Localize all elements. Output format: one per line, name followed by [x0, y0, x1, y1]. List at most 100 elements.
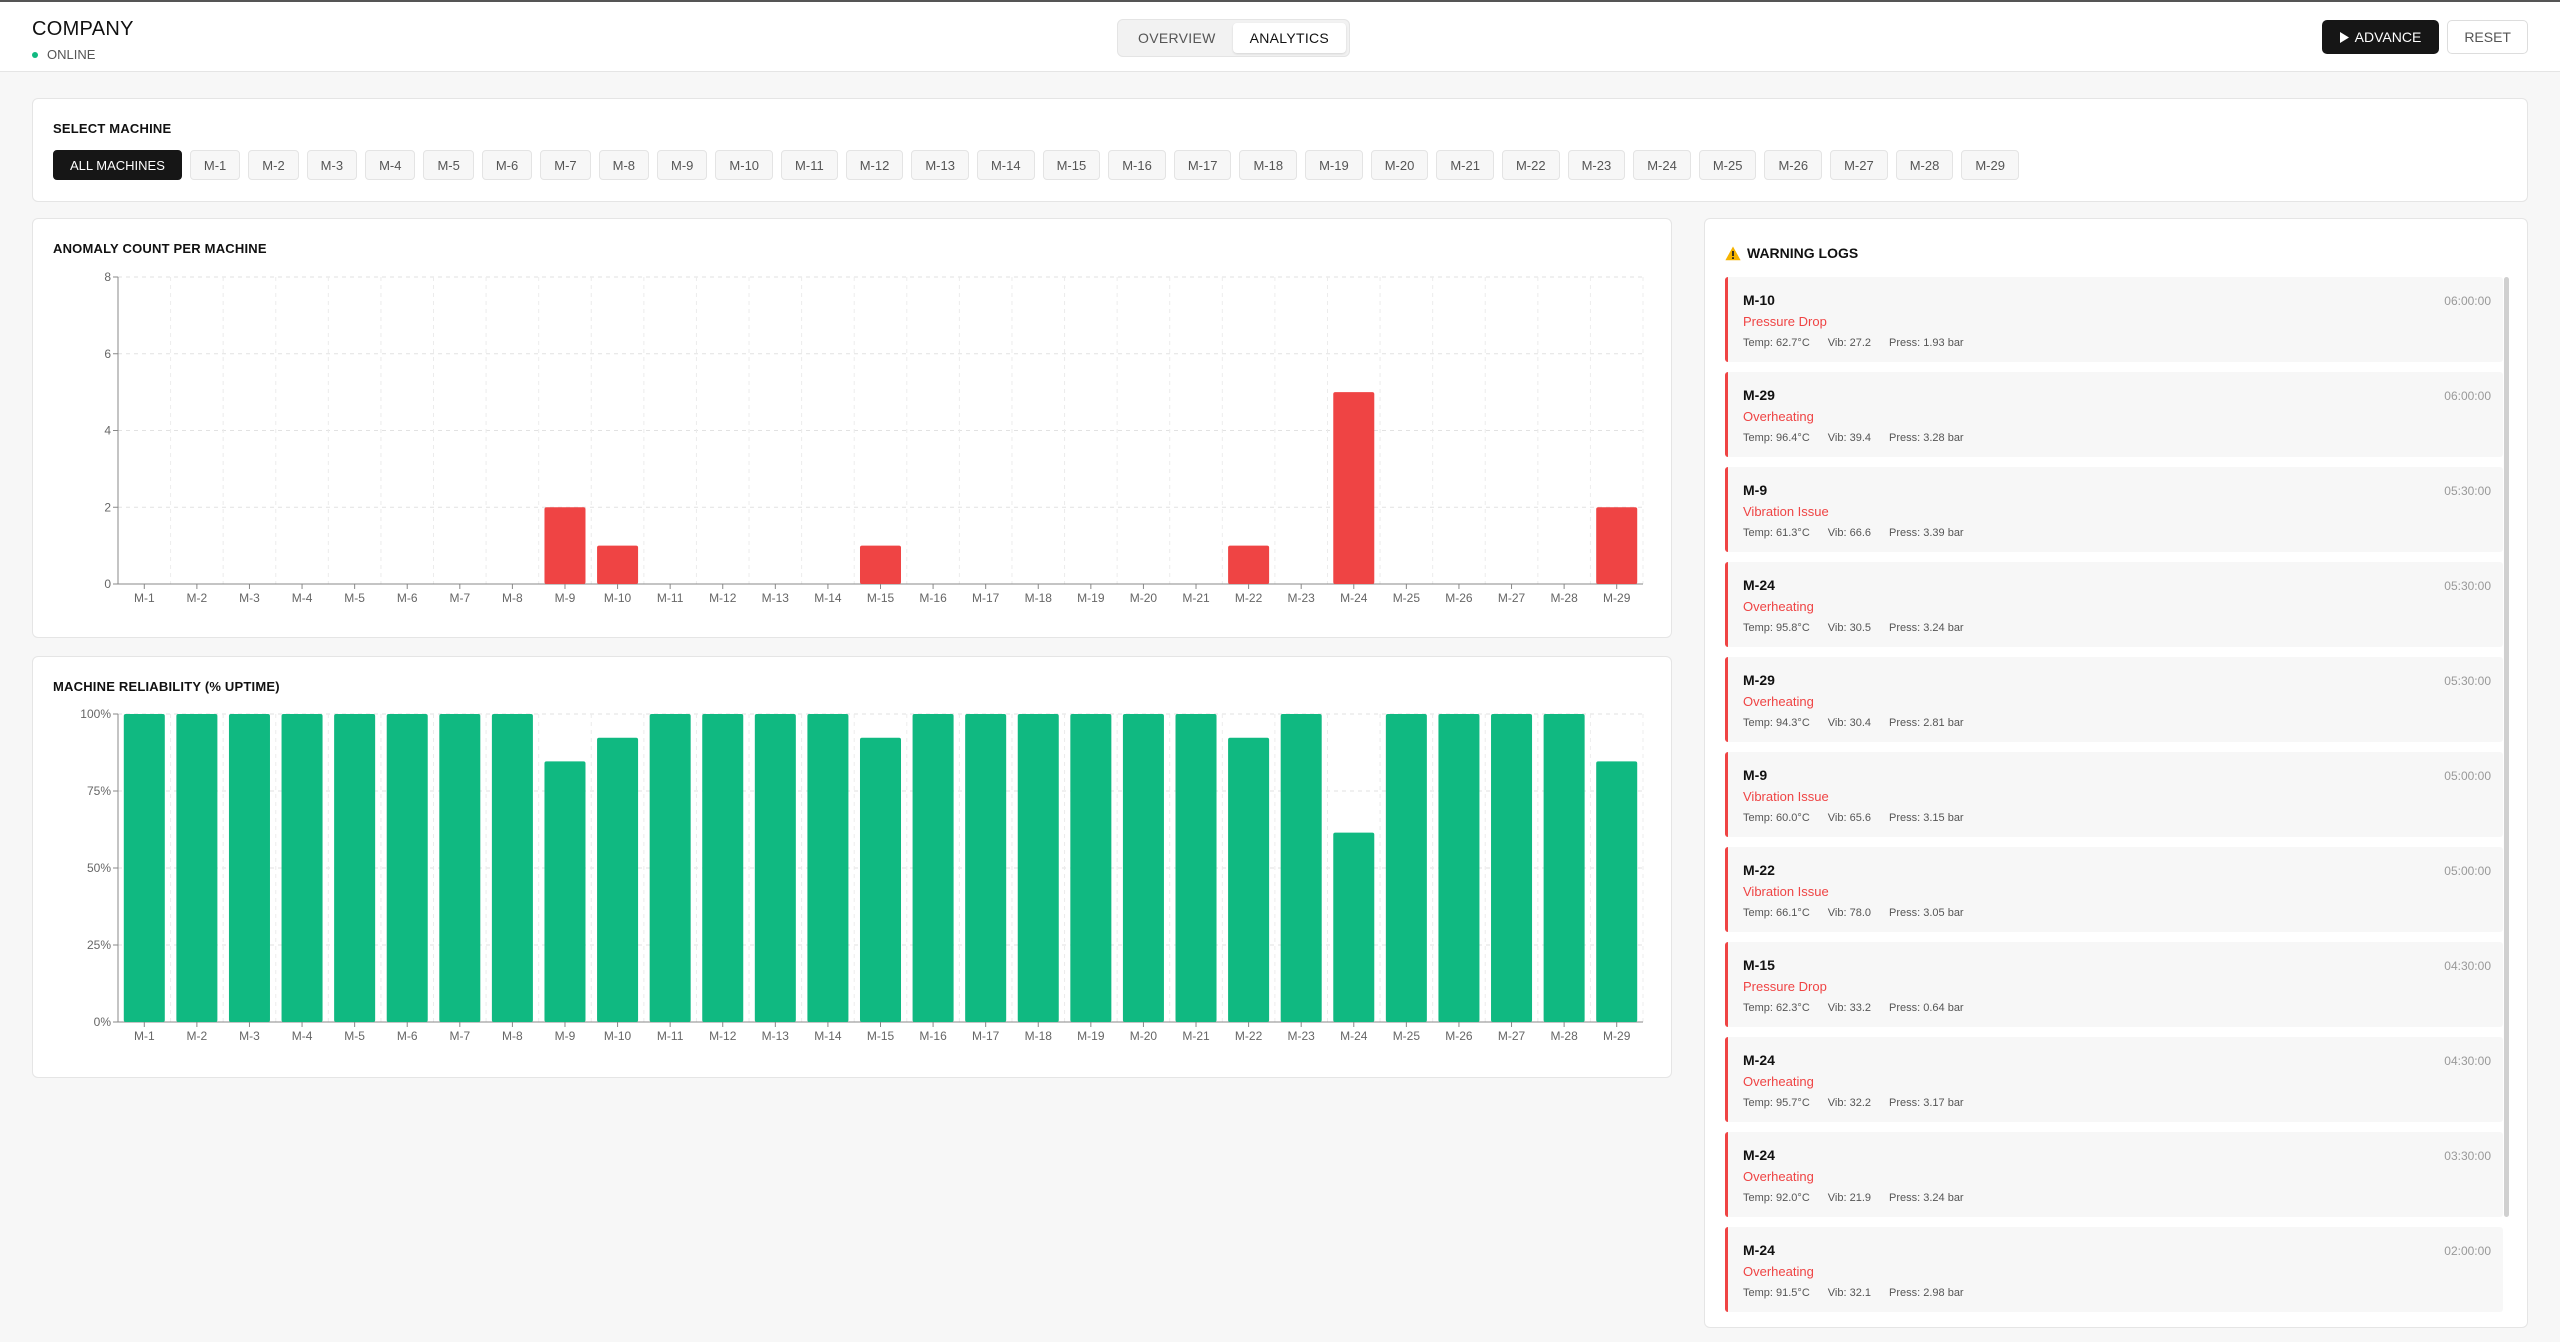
- logs-scrollbar[interactable]: [2504, 277, 2509, 1217]
- x-tick-label: M-9: [555, 1029, 576, 1043]
- log-time: 06:00:00: [2444, 389, 2491, 403]
- log-entry[interactable]: M-29 06:00:00 Overheating Temp: 96.4°C Vib: …: [1725, 372, 2503, 457]
- chip-machine[interactable]: M-11: [781, 150, 838, 180]
- log-type: Overheating: [1743, 1169, 1814, 1184]
- log-entry[interactable]: M-9 05:00:00 Vibration Issue Temp: 60.0°C Vi…: [1725, 752, 2503, 837]
- x-tick-label: M-27: [1498, 1029, 1526, 1043]
- y-tick-label: 75%: [87, 784, 111, 798]
- log-vib: Vib: 65.6: [1827, 812, 1871, 824]
- x-tick-label: M-29: [1603, 1029, 1631, 1043]
- x-tick-label: M-24: [1340, 1029, 1368, 1043]
- log-entry[interactable]: M-24 04:30:00 Overheating Temp: 95.7°C Vib: …: [1725, 1037, 2503, 1122]
- chip-machine[interactable]: M-8: [598, 150, 650, 180]
- play-icon: [2339, 31, 2349, 43]
- view-tabs: OVERVIEW ANALYTICS: [1117, 19, 1351, 57]
- log-entry[interactable]: M-10 06:00:00 Pressure Drop Temp: 62.7°C Vib…: [1725, 277, 2503, 362]
- log-press: Press: 0.64 bar: [1889, 1002, 1964, 1014]
- bar: [754, 714, 796, 1022]
- chip-machine[interactable]: M-22: [1501, 150, 1560, 180]
- anomaly-chart-title: ANOMALY COUNT PER MACHINE: [53, 241, 267, 256]
- chip-machine[interactable]: M-7: [540, 150, 591, 180]
- log-entry[interactable]: M-24 02:00:00 Overheating Temp: 91.5°C Vib: …: [1725, 1227, 2503, 1312]
- log-machine: M-10: [1743, 292, 1775, 308]
- y-tick-label: 4: [104, 424, 111, 438]
- chip-machine[interactable]: M-25: [1698, 150, 1757, 180]
- chip-machine[interactable]: M-17: [1173, 150, 1232, 180]
- log-entry[interactable]: M-15 04:30:00 Pressure Drop Temp: 62.3°C Vib…: [1725, 942, 2503, 1027]
- x-tick-label: M-1: [134, 1029, 155, 1043]
- log-entry[interactable]: M-22 05:00:00 Vibration Issue Temp: 66.1°C V…: [1725, 847, 2503, 932]
- bar: [544, 761, 586, 1022]
- reliability-chart-title: MACHINE RELIABILITY (% UPTIME): [53, 679, 280, 694]
- x-tick-label: M-18: [1025, 1029, 1053, 1043]
- log-type: Overheating: [1743, 599, 1814, 614]
- chip-machine[interactable]: M-18: [1239, 150, 1298, 180]
- chip-machine[interactable]: M-4: [365, 150, 416, 180]
- chip-machine[interactable]: M-21: [1436, 150, 1494, 180]
- log-details: Temp: 92.0°C Vib: 21.9 Press: 3.24 bar: [1743, 1192, 1964, 1204]
- select-machine-panel: SELECT MACHINE ALL MACHINES M-1 M-2 M-3 M-4…: [32, 98, 2528, 202]
- x-tick-label: M-24: [1340, 591, 1368, 605]
- chip-machine[interactable]: M-16: [1108, 150, 1166, 180]
- x-tick-label: M-1: [134, 591, 155, 605]
- log-temp: Temp: 95.7°C: [1743, 1097, 1810, 1109]
- advance-button[interactable]: ADVANCE: [2321, 20, 2440, 54]
- log-vib: Vib: 32.1: [1827, 1287, 1871, 1299]
- x-tick-label: M-5: [344, 591, 365, 605]
- log-details: Temp: 60.0°C Vib: 65.6 Press: 3.15 bar: [1743, 812, 1964, 824]
- log-type: Overheating: [1743, 409, 1814, 424]
- log-machine: M-9: [1743, 482, 1768, 498]
- y-tick-label: 0: [104, 577, 111, 591]
- chip-machine[interactable]: M-13: [911, 150, 969, 180]
- chip-machine[interactable]: M-9: [657, 150, 708, 180]
- log-type: Overheating: [1743, 694, 1814, 709]
- log-temp: Temp: 92.0°C: [1743, 1192, 1810, 1204]
- chip-machine[interactable]: M-10: [715, 150, 774, 180]
- chip-machine[interactable]: M-27: [1830, 150, 1888, 180]
- y-tick-label: 25%: [87, 938, 111, 952]
- bar: [1491, 714, 1533, 1022]
- log-entry[interactable]: M-24 03:30:00 Overheating Temp: 92.0°C Vib: …: [1725, 1132, 2503, 1217]
- tab-analytics[interactable]: ANALYTICS: [1232, 23, 1347, 53]
- tab-overview[interactable]: OVERVIEW: [1138, 30, 1216, 46]
- header-actions: ADVANCE RESET: [2321, 20, 2528, 54]
- chip-machine[interactable]: M-29: [1961, 150, 2019, 180]
- log-vib: Vib: 78.0: [1827, 907, 1871, 919]
- log-temp: Temp: 66.1°C: [1743, 907, 1810, 919]
- chip-machine[interactable]: M-19: [1305, 150, 1363, 180]
- chip-machine[interactable]: M-28: [1895, 150, 1954, 180]
- log-details: Temp: 62.7°C Vib: 27.2 Press: 1.93 bar: [1743, 337, 1964, 349]
- warning-logs-panel: WARNING LOGS M-10 06:00:00 Pressure Drop Te…: [1704, 218, 2528, 1328]
- chip-machine[interactable]: M-24: [1633, 150, 1691, 180]
- chip-machine[interactable]: M-5: [423, 150, 474, 180]
- log-entry[interactable]: M-24 05:30:00 Overheating Temp: 95.8°C Vib: …: [1725, 562, 2503, 647]
- chip-machine[interactable]: M-20: [1370, 150, 1429, 180]
- chip-machine[interactable]: M-6: [481, 150, 533, 180]
- x-tick-label: M-19: [1077, 1029, 1105, 1043]
- chip-machine[interactable]: M-26: [1764, 150, 1823, 180]
- chip-machine[interactable]: M-2: [248, 150, 299, 180]
- chip-machine[interactable]: M-1: [189, 150, 241, 180]
- bar: [597, 545, 639, 584]
- log-machine: M-24: [1743, 1052, 1775, 1068]
- log-machine: M-29: [1743, 672, 1775, 688]
- x-tick-label: M-22: [1235, 591, 1263, 605]
- chip-machine[interactable]: M-23: [1567, 150, 1626, 180]
- status-indicator: ONLINE: [32, 47, 134, 62]
- bar: [1228, 545, 1270, 584]
- chip-all-machines[interactable]: ALL MACHINES: [53, 150, 182, 180]
- chip-machine[interactable]: M-15: [1042, 150, 1101, 180]
- chip-machine[interactable]: M-12: [845, 150, 904, 180]
- x-tick-label: M-20: [1130, 1029, 1158, 1043]
- y-tick-label: 8: [104, 270, 111, 284]
- y-tick-label: 50%: [87, 861, 111, 875]
- chip-machine[interactable]: M-3: [306, 150, 358, 180]
- reset-button[interactable]: RESET: [2447, 20, 2528, 54]
- log-entry[interactable]: M-29 05:30:00 Overheating Temp: 94.3°C Vib: …: [1725, 657, 2503, 742]
- log-entry[interactable]: M-9 05:30:00 Vibration Issue Temp: 61.3°C Vi…: [1725, 467, 2503, 552]
- log-vib: Vib: 21.9: [1827, 1192, 1871, 1204]
- chip-machine[interactable]: M-14: [976, 150, 1035, 180]
- x-tick-label: M-19: [1077, 591, 1105, 605]
- status-text: ONLINE: [47, 47, 96, 62]
- log-type: Pressure Drop: [1743, 314, 1827, 329]
